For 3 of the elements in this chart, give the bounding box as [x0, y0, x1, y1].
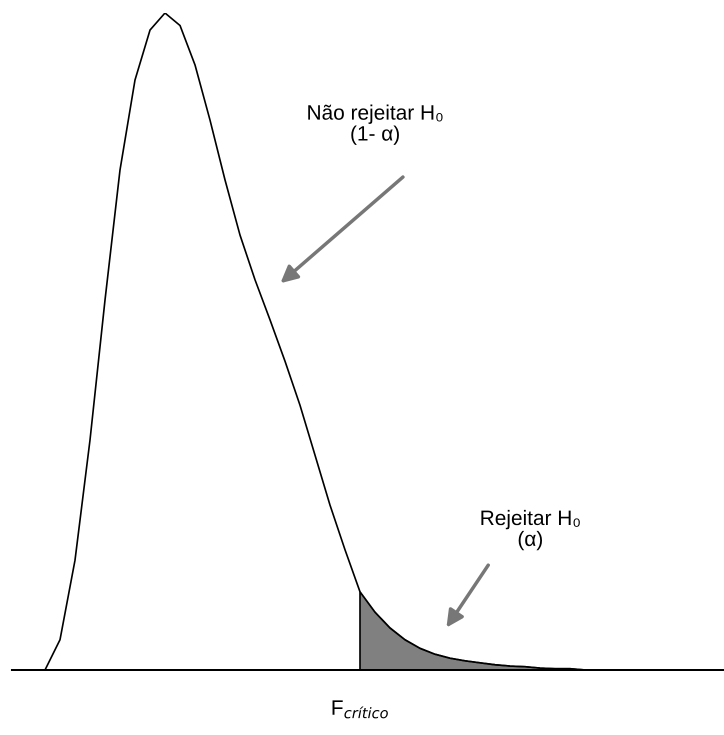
annotation: Rejeitar H₀ (α) [481, 510, 580, 550]
text: F$_{crítico}$ [332, 700, 388, 718]
annotation: Não rejeitar H₀ (1- α) [308, 104, 443, 145]
